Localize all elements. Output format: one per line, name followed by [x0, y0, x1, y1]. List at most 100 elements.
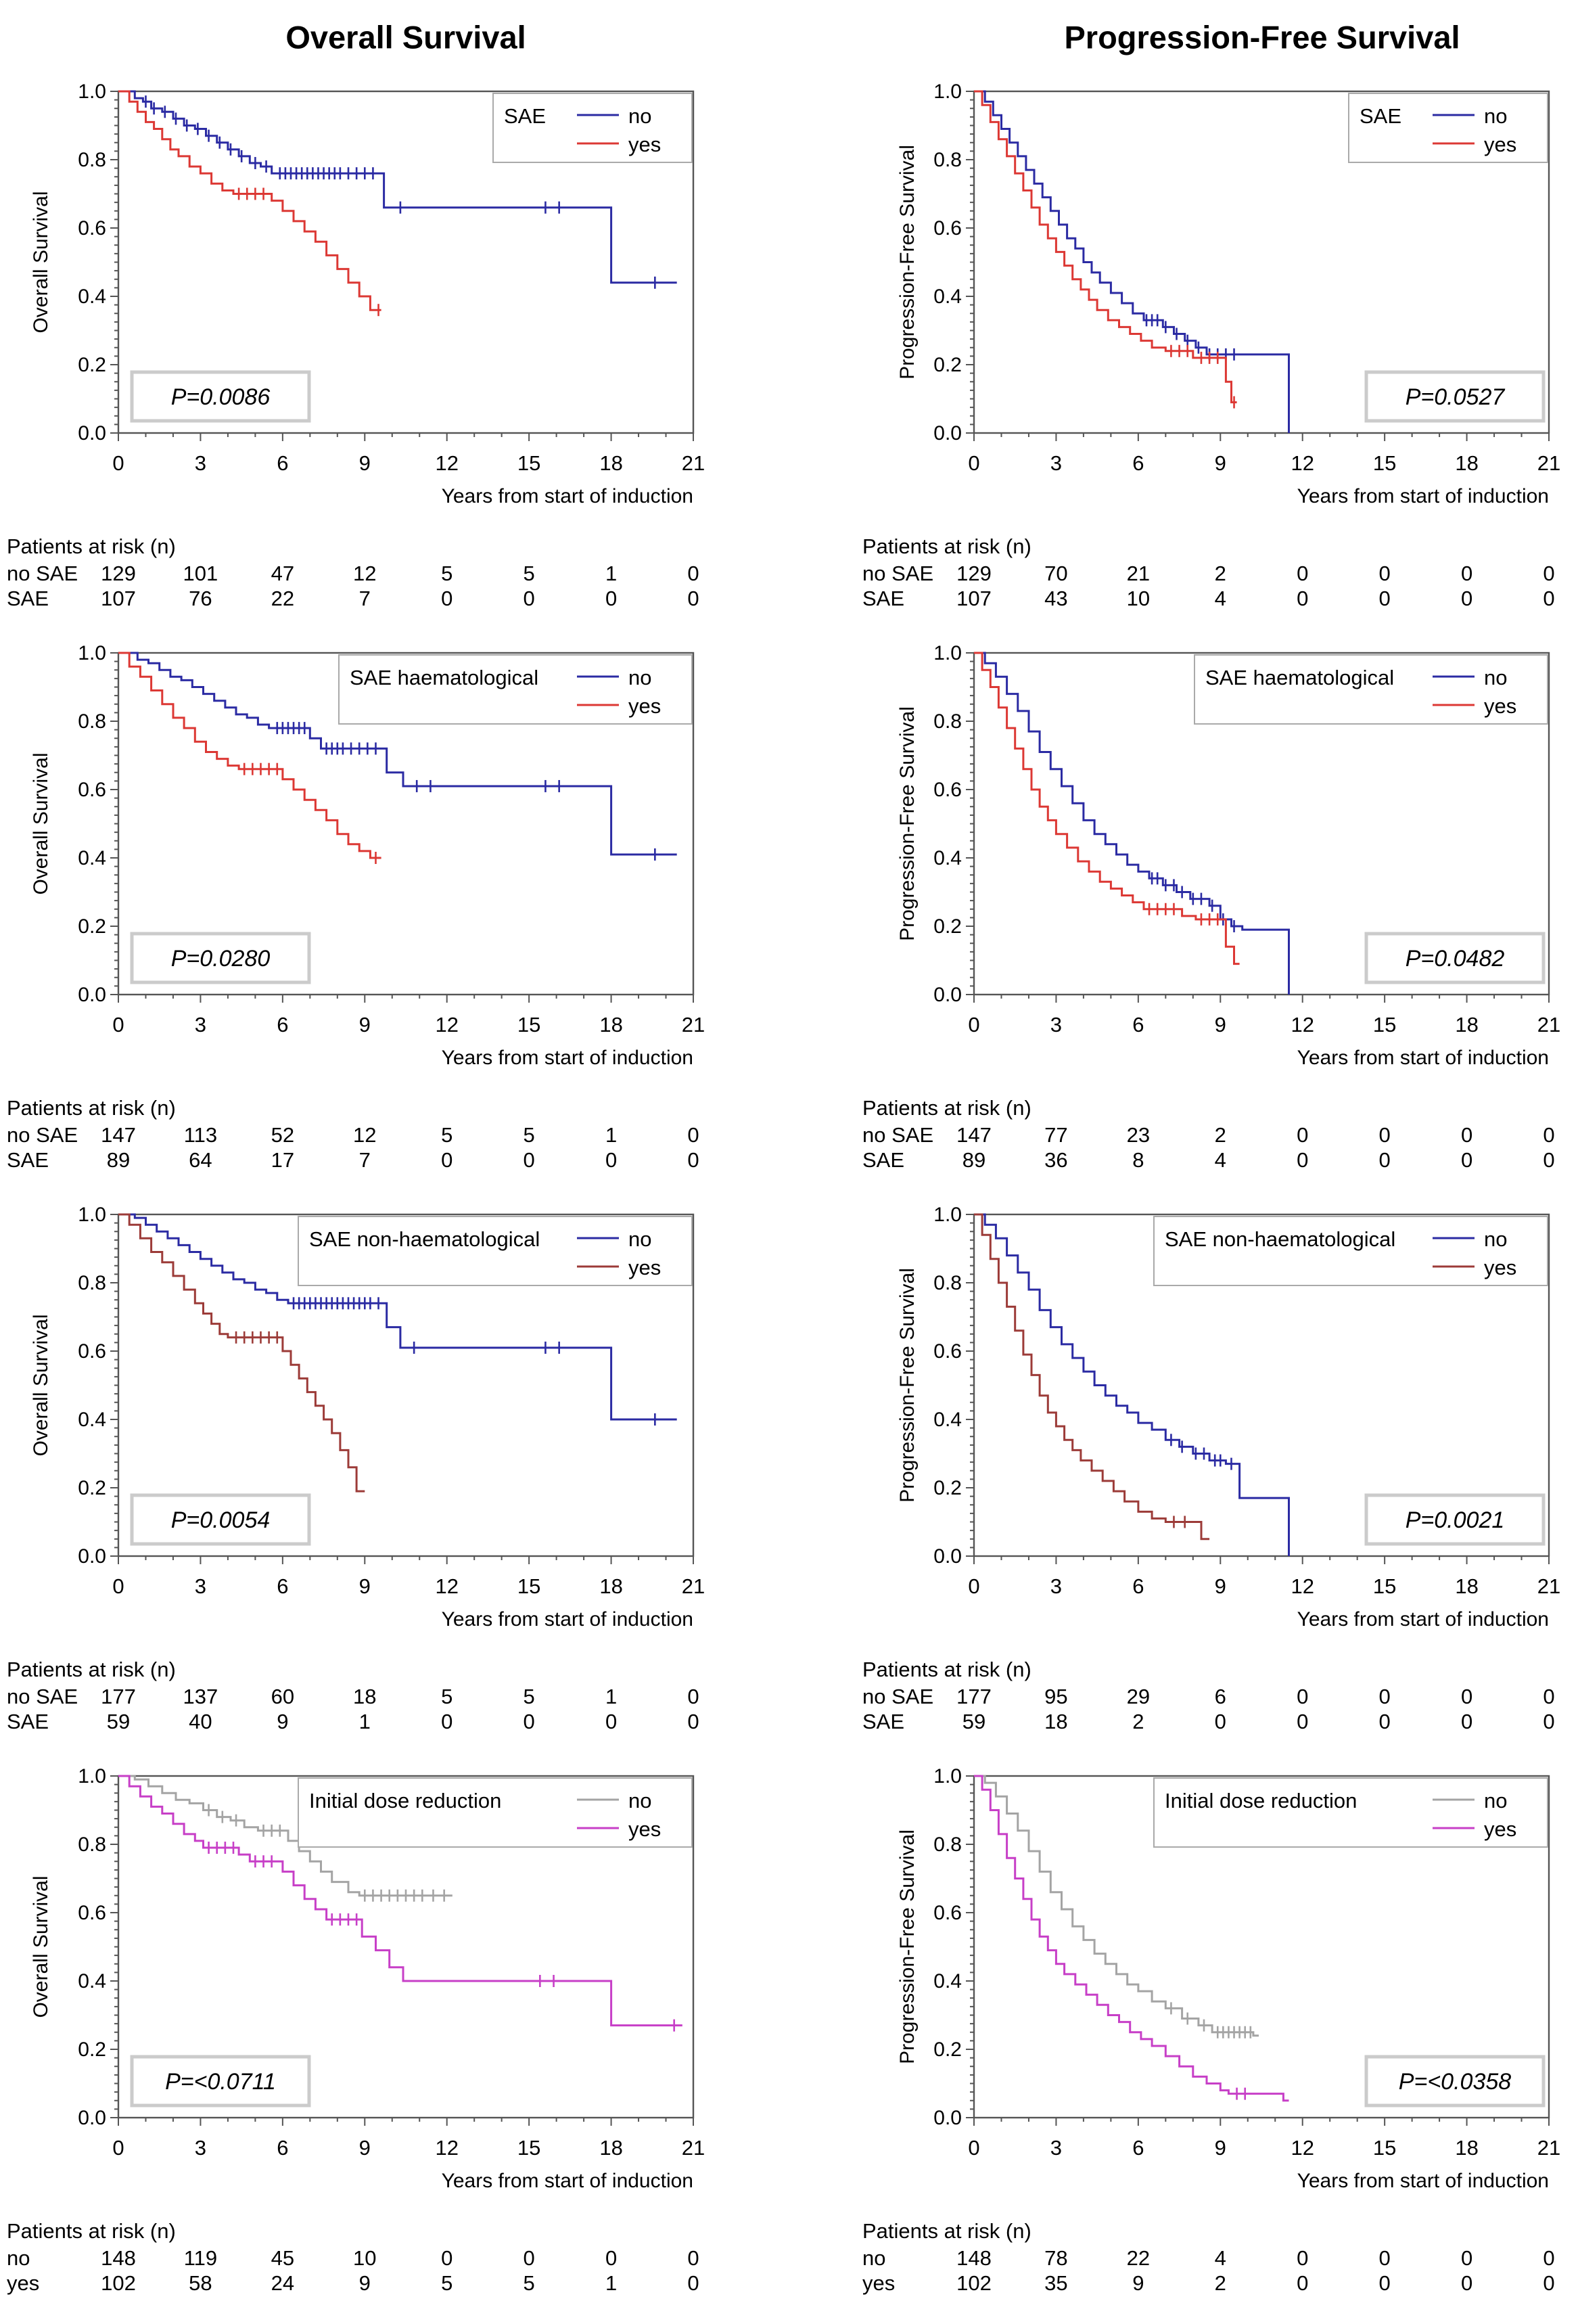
km-chart: 1.0 0.8 0.6 0.4 0.2 0.0 0 3 6 9 12 15 18 21 Years from…: [30, 81, 705, 507]
y-axis-label: Overall Survival: [30, 1314, 52, 1456]
risk-value: 47: [271, 562, 295, 585]
km-curve-no: [974, 1213, 1290, 1556]
risk-value: 0: [441, 1710, 453, 1733]
risk-value: 1: [605, 2271, 618, 2295]
y-tick-label: 1.0: [78, 1765, 106, 1787]
risk-value: 0: [1460, 587, 1473, 610]
risk-table-header: Patients at risk (n): [7, 1096, 176, 1120]
x-tick-label: 21: [1537, 1574, 1560, 1598]
legend-entry-label: no: [628, 1789, 651, 1813]
legend-entry-label: yes: [1484, 1256, 1516, 1279]
x-tick-label: 21: [1537, 2136, 1560, 2160]
km-curve-yes: [118, 1213, 365, 1493]
risk-table-header: Patients at risk (n): [7, 1658, 176, 1681]
x-tick-label: 15: [517, 2136, 540, 2160]
risk-value: 0: [1378, 1685, 1391, 1708]
legend-title: Initial dose reduction: [309, 1789, 501, 1813]
risk-value: 0: [1297, 1123, 1309, 1147]
risk-value: 0: [1378, 562, 1391, 585]
censor-marks-no: [276, 722, 656, 861]
x-tick-label: 0: [112, 1574, 124, 1598]
legend-frame: [298, 1777, 693, 1848]
risk-table-header: Patients at risk (n): [862, 1096, 1031, 1120]
risk-row-label: yes: [862, 2271, 896, 2295]
x-tick-label: 12: [435, 1013, 458, 1036]
legend-frame: [1194, 654, 1548, 725]
risk-value: 0: [687, 1123, 699, 1147]
risk-value: 0: [1543, 1710, 1555, 1733]
p-value-frame: [130, 932, 311, 984]
x-tick-label: 9: [359, 2136, 371, 2160]
risk-table-header: Patients at risk (n): [7, 534, 176, 558]
p-value-text: P=0.0021: [1406, 1507, 1505, 1533]
y-tick-label: 0.0: [78, 1545, 106, 1568]
risk-value: 2: [1214, 2271, 1226, 2295]
km-curve-yes: [974, 652, 1240, 965]
km-panel-os-sae-non-haematological: 1.0 0.8 0.6 0.4 0.2 0.0 0 3 6 9 12 15 18 21 Years from…: [0, 1198, 789, 1759]
km-panel-pfs-sae: 1.0 0.8 0.6 0.4 0.2 0.0 0 3 6 9 12 15 18 21 Years from…: [789, 74, 1577, 636]
x-tick-label: 18: [1455, 1013, 1478, 1036]
p-value-box: P=0.0482: [1364, 932, 1546, 984]
risk-value: 0: [687, 2271, 699, 2295]
risk-value: 0: [1297, 1685, 1309, 1708]
risk-value: 0: [1378, 1123, 1391, 1147]
y-tick-label: 0.8: [933, 1833, 962, 1856]
risk-value: 5: [441, 562, 453, 585]
x-tick-label: 0: [968, 2136, 979, 2160]
risk-value: 58: [189, 2271, 212, 2295]
y-tick-label: 0.6: [933, 1340, 962, 1363]
legend-frame: [1153, 1777, 1548, 1848]
km-curve-no: [974, 652, 1290, 995]
y-tick-label: 0.0: [933, 1545, 962, 1568]
x-tick-label: 18: [599, 1013, 622, 1036]
risk-value: 0: [1297, 2246, 1309, 2270]
km-curve-no: [118, 1775, 452, 1897]
column-titles: Overall Survival Progression-Free Surviv…: [0, 0, 1578, 74]
y-tick-label: 0.2: [933, 2038, 962, 2061]
risk-value: 102: [956, 2271, 992, 2295]
risk-value: 59: [962, 1710, 986, 1733]
risk-value: 77: [1044, 1123, 1068, 1147]
x-tick-label: 12: [435, 1574, 458, 1598]
risk-value: 0: [523, 587, 535, 610]
risk-value: 0: [523, 1148, 535, 1172]
km-panel-pfs-initial-dose-reduction: 1.0 0.8 0.6 0.4 0.2 0.0 0 3 6 9 12 15 18 21 Years from…: [789, 1759, 1577, 2321]
risk-value: 89: [962, 1148, 986, 1172]
y-tick-label: 0.0: [78, 2107, 106, 2129]
km-chart: 1.0 0.8 0.6 0.4 0.2 0.0 0 3 6 9 12 15 18 21 Years from…: [896, 642, 1560, 1069]
legend-frame: [298, 1216, 693, 1286]
y-tick-label: 0.0: [78, 422, 106, 445]
y-tick-label: 0.0: [933, 422, 962, 445]
risk-value: 76: [189, 587, 212, 610]
censor-marks-yes: [1173, 1516, 1186, 1528]
y-axis-ticks: [110, 1775, 118, 2118]
legend-frame: [492, 93, 693, 163]
risk-value: 5: [441, 1123, 453, 1147]
risk-value: 129: [956, 562, 992, 585]
patients-at-risk-table: Patients at risk (n) no SAE 147 113 52 12 5 5 1 0…: [0, 1076, 789, 1201]
risk-value: 9: [277, 1710, 289, 1733]
risk-row-label: no SAE: [862, 1123, 934, 1147]
km-curve-yes: [974, 1775, 1289, 2102]
legend-box: SAE non-haematological no yes: [1153, 1216, 1548, 1286]
risk-row-label: no SAE: [862, 562, 934, 585]
y-axis-label: Progression-Free Survival: [896, 1829, 919, 2064]
x-axis-label: Years from start of induction: [442, 1608, 693, 1631]
legend-box: Initial dose reduction no yes: [298, 1777, 693, 1848]
page-title-overall-survival: Overall Survival: [285, 19, 526, 55]
x-tick-label: 9: [1215, 1574, 1226, 1598]
risk-value: 0: [1460, 1685, 1473, 1708]
y-tick-label: 0.4: [933, 1409, 962, 1431]
x-axis-label: Years from start of induction: [442, 485, 693, 507]
x-tick-label: 21: [1537, 1013, 1560, 1036]
x-axis-ticks: [973, 433, 1550, 441]
risk-value: 0: [523, 1710, 535, 1733]
y-tick-label: 1.0: [78, 1204, 106, 1226]
risk-row-label: no: [7, 2246, 30, 2270]
risk-table-header: Patients at risk (n): [7, 2219, 176, 2243]
chart-grid: 1.0 0.8 0.6 0.4 0.2 0.0 0 3 6 9 12 15 18 21 Years from…: [0, 74, 1578, 2321]
y-axis-ticks: [966, 652, 974, 995]
legend-entry-label: no: [628, 1227, 651, 1251]
risk-value: 0: [687, 587, 699, 610]
risk-value: 0: [1460, 1710, 1473, 1733]
